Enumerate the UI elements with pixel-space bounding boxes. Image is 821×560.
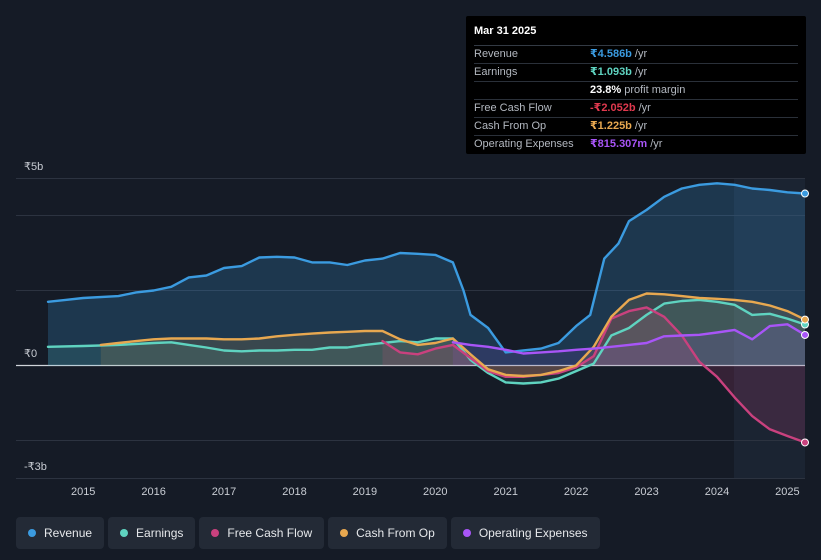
tooltip-unit: /yr xyxy=(634,66,648,78)
tooltip-unit: /yr xyxy=(634,120,648,132)
tooltip-label: Cash From Op xyxy=(474,120,547,132)
tooltip-unit: profit margin xyxy=(624,84,686,96)
tooltip-row-revenue: Revenue ₹4.586b /yr xyxy=(474,46,798,64)
x-axis-ticks: 2015 2016 2017 2018 2019 2020 2021 2022 2023 2024… xyxy=(71,486,800,498)
tooltip-label: Revenue xyxy=(474,48,519,60)
tooltip-unit: /yr xyxy=(634,48,648,60)
legend-item-revenue[interactable]: Revenue xyxy=(16,517,105,549)
tooltip-unit: /yr xyxy=(638,102,651,114)
tooltip-value: ₹1.225b xyxy=(590,120,632,132)
tooltip-row-operating-expenses: Operating Expenses ₹815.307m /yr xyxy=(474,136,798,153)
x-tick-label: 2018 xyxy=(282,486,306,498)
series-areas xyxy=(48,183,806,443)
x-tick-label: 2024 xyxy=(705,486,729,498)
legend: Revenue Earnings Free Cash Flow Cash Fro… xyxy=(16,517,600,549)
tooltip-value: ₹1.093b xyxy=(590,66,632,78)
x-tick-label: 2022 xyxy=(564,486,588,498)
line-revenue xyxy=(46,182,807,354)
legend-item-cash-from-op[interactable]: Cash From Op xyxy=(328,517,447,549)
x-tick-label: 2025 xyxy=(775,486,799,498)
legend-dot-icon xyxy=(28,529,36,537)
x-tick-label: 2020 xyxy=(423,486,447,498)
end-point-operating-expenses xyxy=(801,330,809,339)
x-tick-label: 2023 xyxy=(634,486,658,498)
tooltip-row-profit-margin: 23.8% profit margin xyxy=(474,82,798,100)
end-point-free-cash-flow xyxy=(801,438,809,447)
tooltip-row-cash-from-op: Cash From Op ₹1.225b /yr xyxy=(474,118,798,136)
line-operating-expenses xyxy=(451,323,807,355)
tooltip-label: Operating Expenses xyxy=(474,138,574,150)
tooltip-unit: /yr xyxy=(650,138,663,150)
legend-label: Operating Expenses xyxy=(478,526,588,540)
end-point-revenue xyxy=(801,189,809,198)
tooltip-row-free-cash-flow: Free Cash Flow -₹2.052b /yr xyxy=(474,100,798,118)
x-tick-label: 2015 xyxy=(71,486,95,498)
legend-label: Free Cash Flow xyxy=(227,526,313,540)
area-cash-from-op xyxy=(100,293,806,376)
series-lines xyxy=(46,182,807,444)
series-end-markers xyxy=(801,189,809,447)
tooltip-label xyxy=(474,82,590,99)
tooltip-label: Earnings xyxy=(474,66,518,78)
tooltip: Mar 31 2025 Revenue ₹4.586b /yr Earnings… xyxy=(466,16,806,154)
x-tick-label: 2016 xyxy=(141,486,165,498)
legend-label: Revenue xyxy=(44,526,93,540)
legend-dot-icon xyxy=(211,529,220,537)
line-cash-from-op xyxy=(99,292,807,378)
tooltip-label: Free Cash Flow xyxy=(474,102,552,114)
x-tick-label: 2021 xyxy=(493,486,517,498)
x-tick-label: 2017 xyxy=(212,486,236,498)
tooltip-rows: Revenue ₹4.586b /yr Earnings ₹1.093b /yr… xyxy=(474,46,798,153)
tooltip-date: Mar 31 2025 xyxy=(474,24,798,46)
tooltip-row-earnings: Earnings ₹1.093b /yr xyxy=(474,64,798,82)
legend-dot-icon xyxy=(120,529,129,537)
tooltip-value: 23.8% xyxy=(590,84,622,96)
legend-dot-icon xyxy=(340,529,349,537)
area-operating-expenses xyxy=(452,324,805,366)
legend-item-operating-expenses[interactable]: Operating Expenses xyxy=(450,517,600,549)
tooltip-value: ₹4.586b xyxy=(590,48,632,60)
line-free-cash-flow xyxy=(381,306,807,444)
y-tick-label-zero: ₹0 xyxy=(24,348,37,360)
legend-label: Earnings xyxy=(136,526,184,540)
legend-item-free-cash-flow[interactable]: Free Cash Flow xyxy=(199,517,325,549)
legend-dot-icon xyxy=(462,529,471,537)
legend-label: Cash From Op xyxy=(356,526,435,540)
tooltip-value: ₹815.307m xyxy=(590,138,648,150)
legend-item-earnings[interactable]: Earnings xyxy=(108,517,196,549)
end-point-cash-from-op xyxy=(801,315,809,324)
area-revenue xyxy=(48,183,805,366)
y-tick-label-bottom: -₹3b xyxy=(24,461,47,473)
tooltip-value: -₹2.052b xyxy=(590,102,636,114)
area-earnings xyxy=(48,299,805,384)
y-tick-label-top: ₹5b xyxy=(24,161,43,173)
x-tick-label: 2019 xyxy=(353,486,377,498)
area-free-cash-flow xyxy=(382,307,805,443)
